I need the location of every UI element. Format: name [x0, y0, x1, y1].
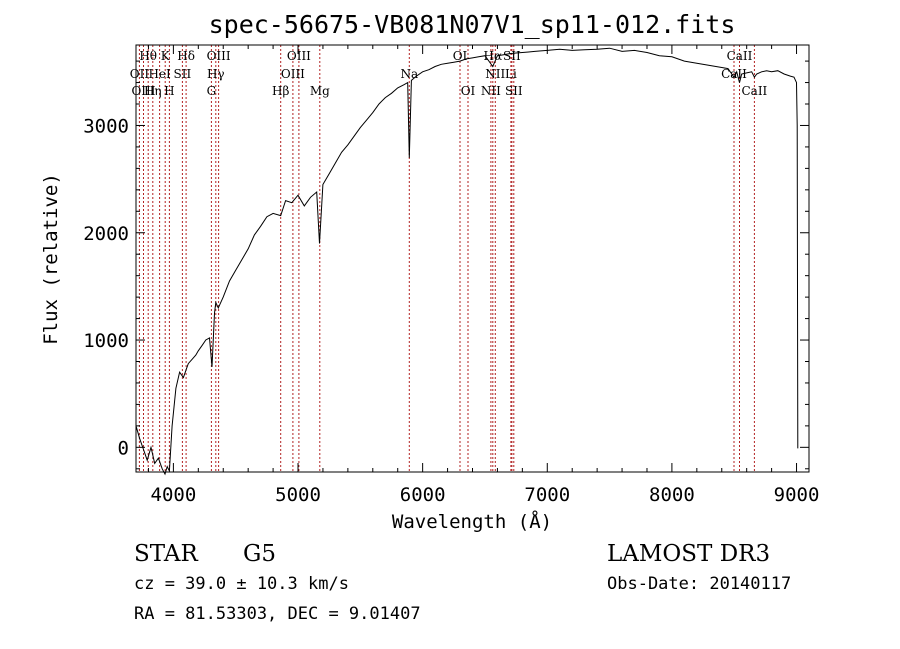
spectral-line-label: CaII — [727, 49, 753, 63]
plot-frame — [135, 44, 810, 473]
coordinates: RA = 81.53303, DEC = 9.01407 — [134, 604, 421, 624]
y-axis-label: Flux (relative) — [40, 173, 62, 345]
spectral-line-markers — [138, 45, 755, 472]
x-axis-label: Wavelength (Å) — [392, 510, 552, 533]
x-tick-label: 5000 — [275, 484, 321, 506]
object-type: STAR — [134, 541, 198, 567]
spectral-line-label: Hα — [484, 49, 503, 63]
y-axis-ticks: 0 1000 2000 3000 — [83, 60, 809, 470]
object-subclass: G5 — [243, 541, 276, 567]
spectral-line-label: OIII — [207, 49, 231, 63]
x-tick-label: 9000 — [774, 484, 820, 506]
spectral-line-label: NII — [485, 67, 505, 81]
spectral-line-label: OI — [461, 84, 476, 98]
spectral-line-label: OII — [130, 67, 150, 81]
spectral-line-label: Hβ — [272, 84, 289, 98]
y-tick-label: 0 — [118, 437, 129, 459]
redshift-info: cz = 39.0 ± 10.3 km/s — [134, 574, 349, 594]
spectral-line-label: Hθ — [139, 49, 157, 63]
spectral-line-label: K — [161, 49, 171, 63]
spectral-line-label: Li — [505, 67, 517, 81]
spectral-line-label: G — [207, 84, 217, 98]
x-tick-label: 6000 — [400, 484, 446, 506]
spectral-line-label: OIII — [131, 84, 155, 98]
y-tick-label: 2000 — [83, 223, 129, 245]
y-tick-label: 3000 — [83, 115, 129, 137]
spectral-line-label: HeI — [148, 67, 171, 81]
spectral-line-label: SII — [503, 49, 521, 63]
spectral-line-label: Hη — [144, 84, 162, 98]
spectral-line-label: Na — [400, 67, 418, 81]
y-tick-label: 1000 — [83, 330, 129, 352]
x-tick-label: 7000 — [524, 484, 570, 506]
spectral-line-label: NII — [481, 84, 501, 98]
spectral-line-label: SII — [505, 84, 523, 98]
survey-name: LAMOST DR3 — [607, 541, 770, 567]
chart-title: spec-56675-VB081N07V1_sp11-012.fits — [209, 10, 736, 39]
spectral-line-label: CaII — [741, 84, 767, 98]
x-axis-ticks: 4000 5000 6000 7000 8000 9000 — [147, 45, 820, 506]
x-tick-label: 4000 — [151, 484, 197, 506]
spectral-line-label: OIII — [287, 49, 311, 63]
spectral-line-label: Mg — [310, 84, 330, 98]
spectrum-series-line — [135, 47, 799, 476]
spectral-line-label: SII — [174, 67, 192, 81]
spectral-line-label: H — [164, 84, 174, 98]
spectral-line-label: Hδ — [177, 49, 195, 63]
spectral-line-label: OIII — [281, 67, 305, 81]
x-tick-label: 8000 — [649, 484, 695, 506]
obs-date: Obs-Date: 20140117 — [607, 574, 791, 594]
spectral-line-label: Hγ — [207, 67, 225, 81]
